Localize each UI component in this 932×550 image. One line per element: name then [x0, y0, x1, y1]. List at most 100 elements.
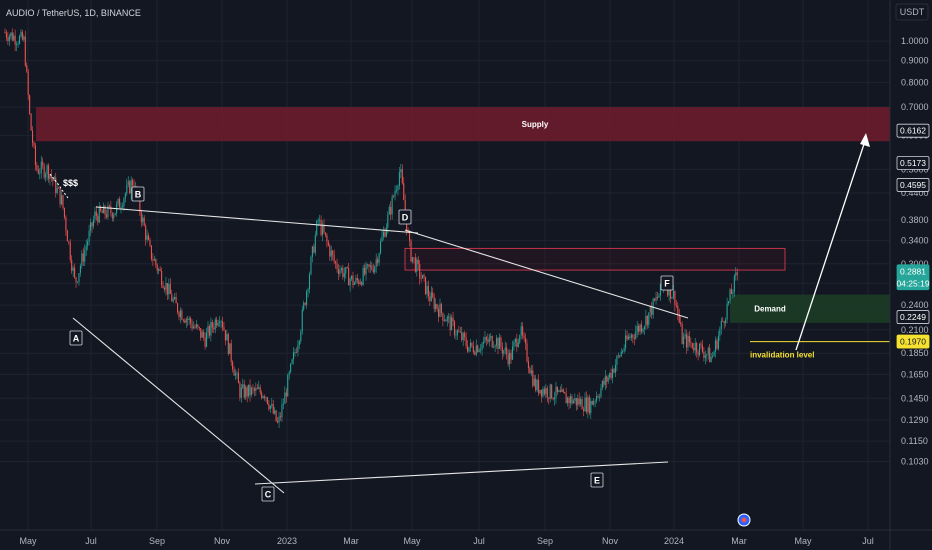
candle[interactable] — [706, 353, 708, 362]
candle[interactable] — [13, 32, 15, 42]
candle[interactable] — [719, 326, 721, 341]
candle[interactable] — [303, 300, 305, 312]
candle[interactable] — [701, 339, 703, 354]
candle[interactable] — [585, 391, 587, 415]
candle[interactable] — [610, 368, 612, 381]
candle[interactable] — [445, 319, 447, 322]
candle[interactable] — [554, 391, 556, 406]
candle[interactable] — [438, 305, 440, 323]
candle[interactable] — [562, 388, 564, 394]
candle[interactable] — [555, 381, 557, 404]
candle[interactable] — [278, 411, 280, 429]
candle[interactable] — [432, 287, 434, 299]
candle[interactable] — [153, 255, 155, 261]
candle[interactable] — [95, 205, 97, 221]
candle[interactable] — [561, 383, 563, 392]
candle[interactable] — [37, 165, 39, 175]
candle[interactable] — [498, 333, 500, 349]
candle[interactable] — [424, 276, 427, 296]
candle[interactable] — [146, 229, 148, 243]
candle[interactable] — [235, 368, 237, 381]
candle[interactable] — [559, 386, 561, 393]
candle[interactable] — [59, 188, 61, 208]
candle[interactable] — [714, 336, 717, 358]
candle[interactable] — [191, 319, 193, 332]
candle[interactable] — [552, 396, 554, 401]
candle[interactable] — [284, 386, 286, 404]
candle[interactable] — [480, 344, 482, 354]
candle[interactable] — [101, 208, 103, 214]
candle[interactable] — [53, 175, 55, 182]
candle[interactable] — [436, 303, 438, 312]
candle[interactable] — [348, 262, 350, 286]
candle[interactable] — [236, 370, 238, 380]
candle[interactable] — [504, 341, 506, 355]
candle[interactable] — [181, 308, 183, 321]
candle[interactable] — [279, 412, 282, 422]
candle[interactable] — [577, 394, 579, 410]
candle[interactable] — [736, 268, 738, 281]
candle[interactable] — [323, 218, 325, 234]
candle[interactable] — [426, 281, 428, 299]
candle[interactable] — [598, 393, 601, 402]
candle[interactable] — [142, 214, 144, 226]
candle[interactable] — [271, 397, 273, 409]
candle[interactable] — [219, 315, 221, 328]
candle[interactable] — [581, 396, 583, 410]
candle[interactable] — [242, 378, 244, 390]
candle[interactable] — [11, 28, 13, 42]
candle[interactable] — [535, 375, 537, 393]
candle[interactable] — [678, 308, 680, 324]
candle[interactable] — [240, 384, 242, 403]
candle[interactable] — [355, 274, 357, 285]
candle[interactable] — [391, 193, 393, 220]
candle[interactable] — [451, 314, 453, 331]
candle[interactable] — [523, 332, 525, 342]
candle[interactable] — [612, 365, 614, 384]
candle[interactable] — [490, 332, 492, 341]
candle[interactable] — [50, 169, 52, 182]
candle[interactable] — [126, 178, 128, 197]
candle[interactable] — [633, 333, 635, 346]
candle[interactable] — [217, 319, 219, 328]
candle[interactable] — [733, 274, 735, 297]
candle[interactable] — [491, 335, 493, 349]
candle[interactable] — [287, 373, 289, 397]
candle[interactable] — [540, 389, 543, 403]
candle[interactable] — [542, 386, 544, 398]
candle[interactable] — [716, 338, 718, 350]
candle[interactable] — [401, 164, 403, 185]
candle[interactable] — [384, 227, 386, 238]
candle[interactable] — [395, 185, 398, 194]
candle[interactable] — [107, 201, 109, 220]
candle[interactable] — [81, 249, 83, 269]
candle[interactable] — [709, 344, 711, 363]
candle[interactable] — [221, 316, 224, 332]
candle[interactable] — [448, 312, 450, 324]
candle[interactable] — [361, 280, 363, 287]
candle[interactable] — [533, 374, 535, 387]
candle[interactable] — [516, 333, 518, 352]
candle[interactable] — [609, 372, 611, 380]
candle[interactable] — [374, 265, 376, 275]
candle[interactable] — [94, 206, 96, 223]
candle[interactable] — [76, 281, 79, 284]
candle[interactable] — [697, 349, 699, 361]
candle[interactable] — [320, 215, 322, 237]
candle[interactable] — [688, 331, 690, 347]
candle[interactable] — [684, 328, 686, 340]
candle[interactable] — [707, 346, 709, 360]
candle[interactable] — [458, 325, 460, 333]
candle[interactable] — [616, 354, 618, 372]
candle[interactable] — [690, 337, 692, 348]
candle[interactable] — [362, 264, 364, 286]
candle[interactable] — [226, 329, 228, 341]
candle[interactable] — [210, 317, 212, 342]
candle[interactable] — [55, 172, 57, 198]
candle[interactable] — [327, 239, 329, 247]
candle[interactable] — [530, 364, 532, 377]
candle[interactable] — [24, 30, 26, 68]
candle[interactable] — [475, 339, 477, 357]
candle[interactable] — [171, 289, 173, 302]
